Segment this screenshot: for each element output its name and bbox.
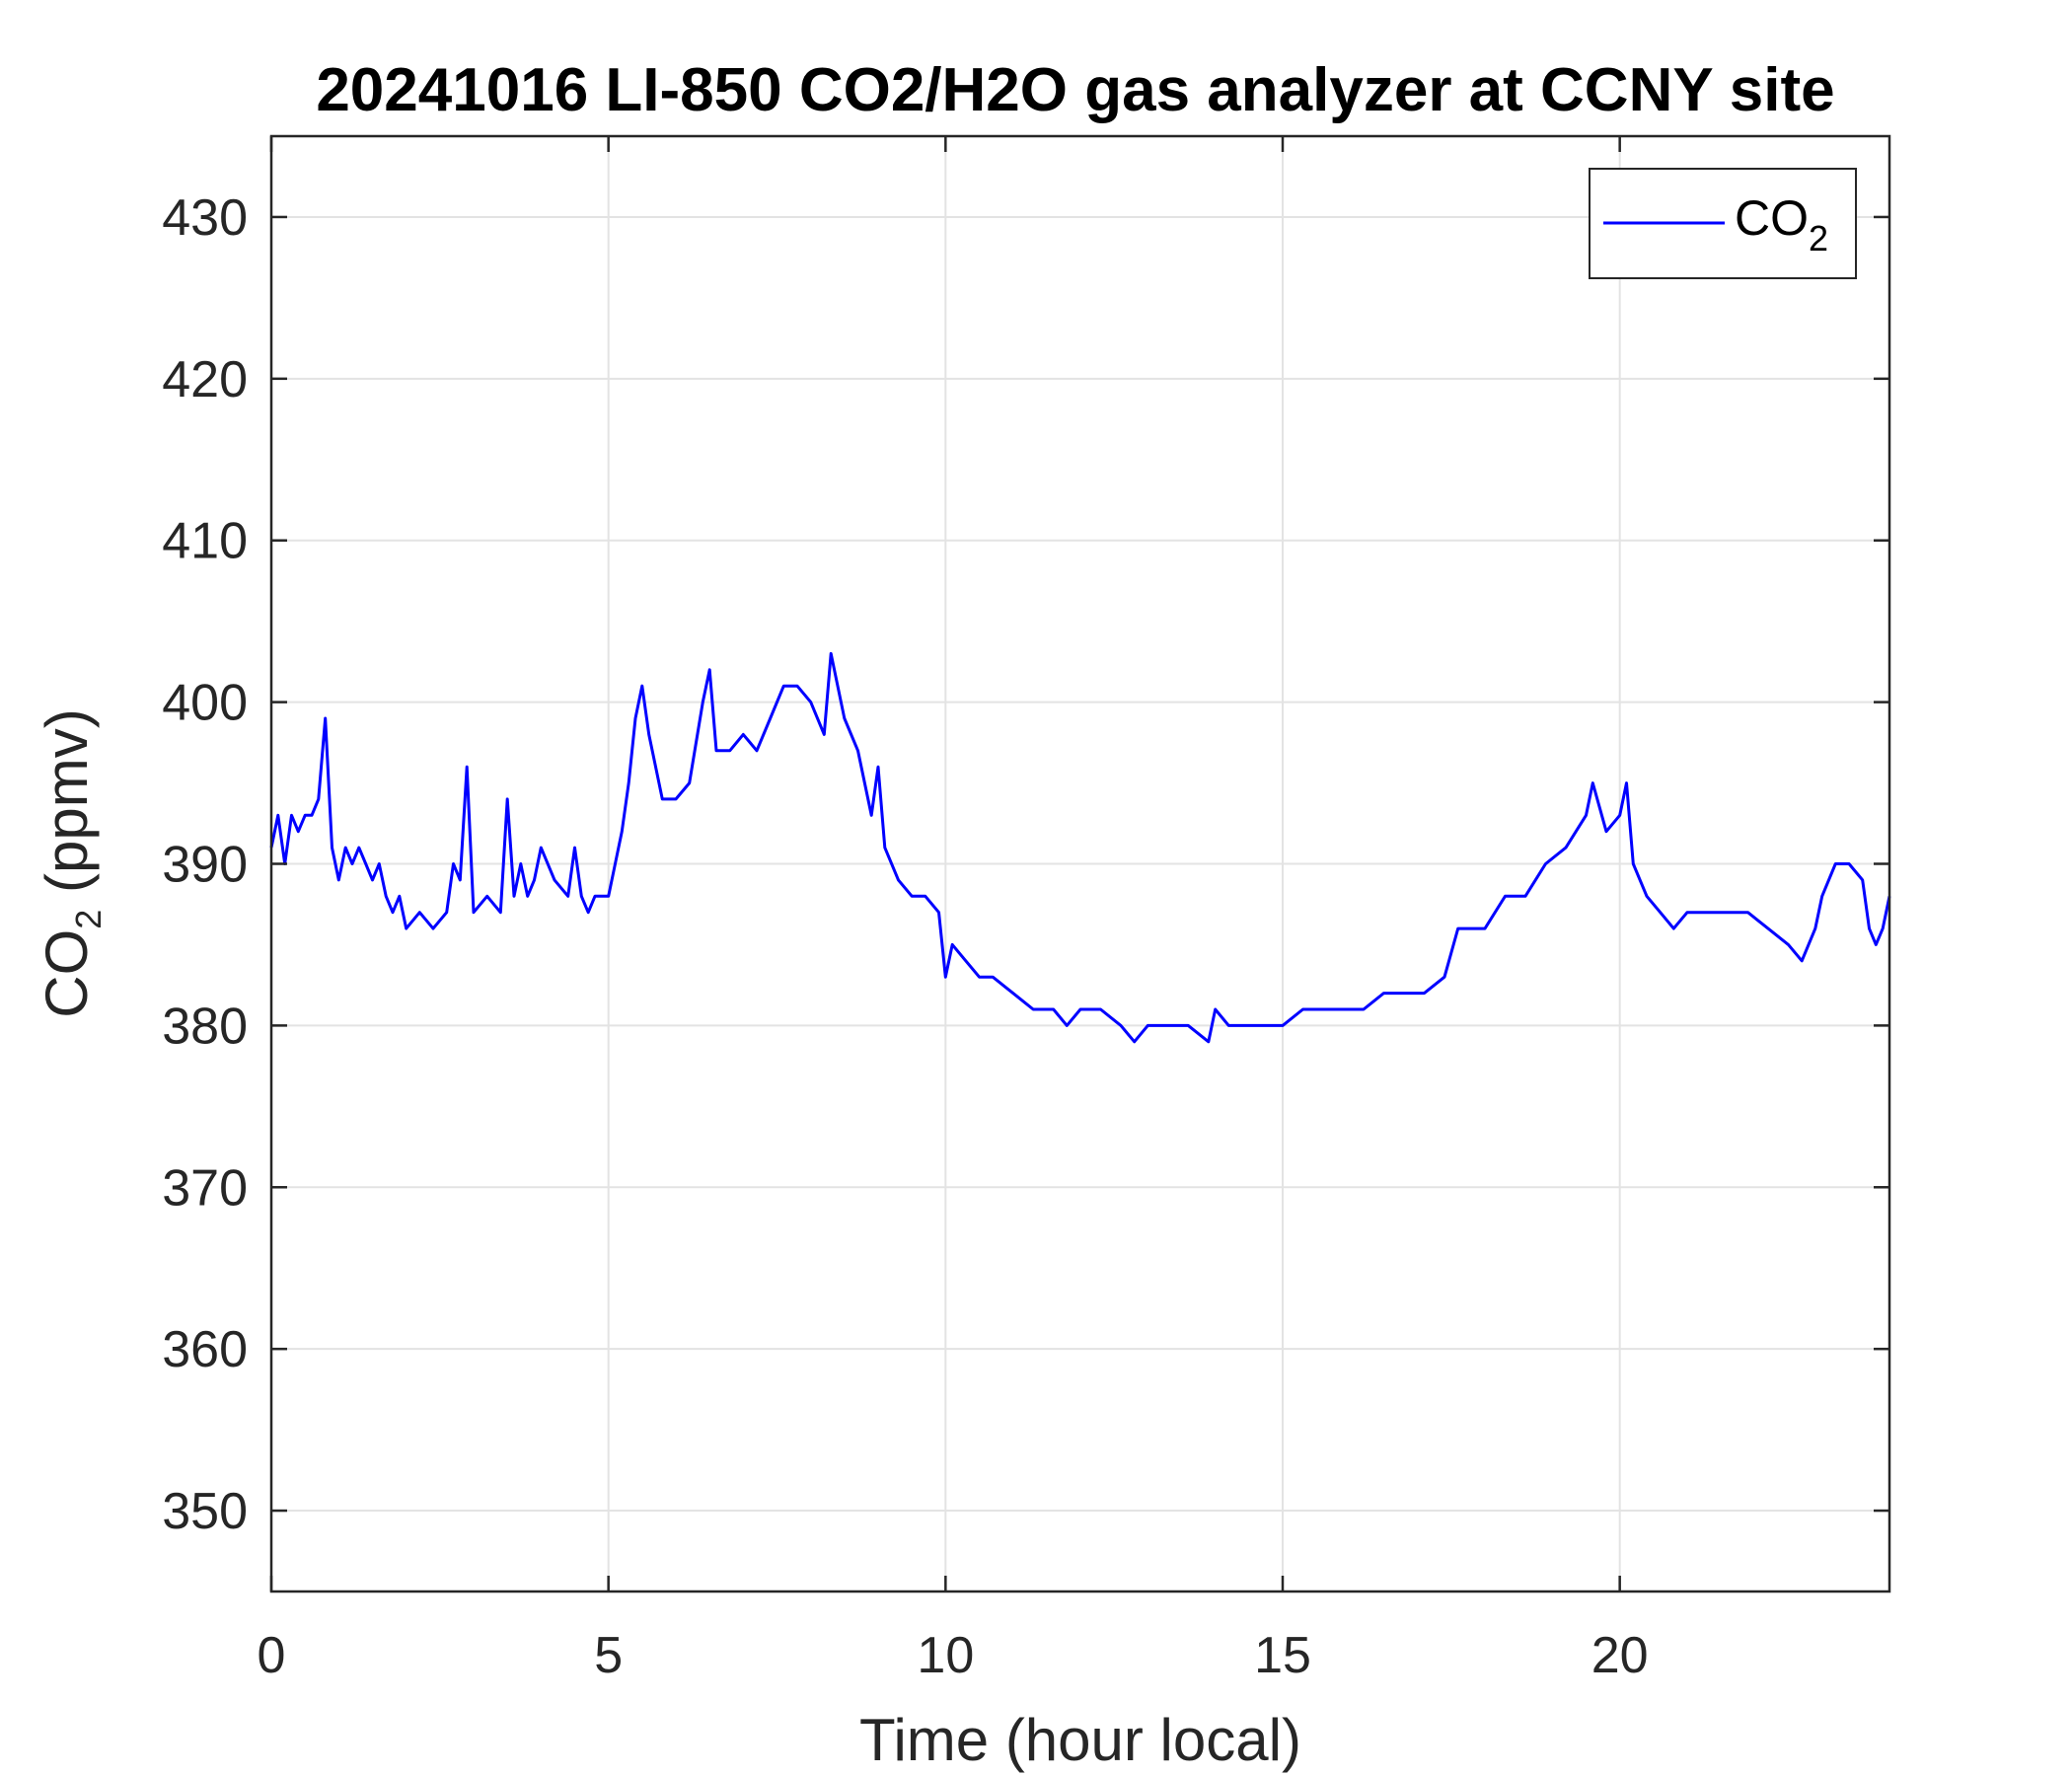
y-axis-label-main: CO (34, 929, 100, 1018)
grid (271, 136, 1889, 1591)
y-tick-labels: 350 360 370 380 390 400 410 420 430 (162, 189, 248, 1540)
y-tick-label: 380 (162, 998, 248, 1055)
legend-entry: CO2 (1735, 190, 1828, 259)
x-tick-label: 10 (917, 1627, 974, 1684)
x-tick-label: 0 (258, 1627, 286, 1684)
y-tick-label: 390 (162, 837, 248, 894)
x-tick-labels: 0 5 10 15 20 (258, 1627, 1649, 1684)
y-tick-label: 420 (162, 351, 248, 408)
y-axis-label-subscript: 2 (68, 910, 109, 929)
plot-area (269, 651, 1891, 1044)
y-axis-label-rest: (ppmv) (34, 708, 100, 909)
legend-entry-main: CO (1735, 190, 1809, 246)
legend-entry-subscript: 2 (1809, 218, 1828, 259)
series-line-co2 (269, 651, 1891, 1044)
y-tick-label: 370 (162, 1159, 248, 1217)
y-tick-label: 410 (162, 513, 248, 570)
y-tick-label: 430 (162, 189, 248, 247)
chart-title: 20241016 LI-850 CO2/H2O gas analyzer at … (316, 56, 1834, 124)
y-tick-label: 400 (162, 675, 248, 732)
axis-ticks (269, 136, 1889, 1591)
x-tick-label: 5 (594, 1627, 623, 1684)
x-tick-label: 15 (1254, 1627, 1311, 1684)
y-tick-label: 360 (162, 1321, 248, 1378)
x-axis-label: Time (hour local) (859, 1707, 1301, 1773)
x-tick-label: 20 (1591, 1627, 1649, 1684)
y-axis-label: CO2 (ppmv) (34, 708, 109, 1017)
legend: CO2 (1589, 168, 1857, 279)
y-tick-label: 350 (162, 1483, 248, 1540)
